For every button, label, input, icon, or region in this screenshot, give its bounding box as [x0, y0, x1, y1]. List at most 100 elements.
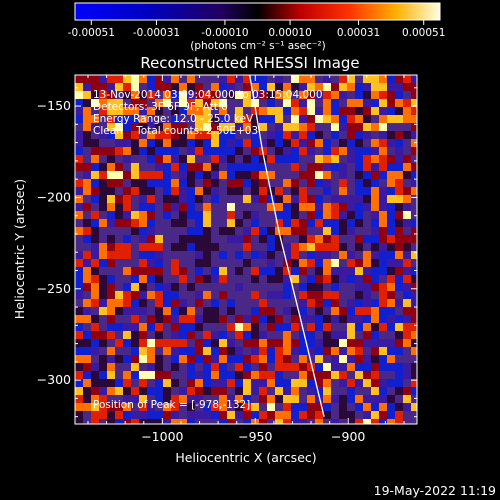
heatmap-cell	[195, 155, 203, 163]
heatmap-cell	[267, 203, 275, 211]
heatmap-cell	[219, 243, 227, 251]
heatmap-cell	[171, 283, 179, 291]
heatmap-cell	[91, 235, 99, 243]
heatmap-cell	[195, 395, 203, 403]
heatmap-cell	[339, 163, 347, 171]
heatmap-cell	[171, 99, 179, 107]
heatmap-cell	[179, 275, 187, 283]
heatmap-cell	[387, 115, 395, 123]
heatmap-cell	[211, 403, 219, 411]
heatmap-cell	[363, 387, 371, 395]
heatmap-cell	[107, 115, 115, 123]
heatmap-cell	[251, 171, 259, 179]
heatmap-cell	[139, 339, 147, 347]
heatmap-cell	[235, 291, 243, 299]
heatmap-cell	[227, 307, 235, 315]
heatmap-cell	[267, 171, 275, 179]
heatmap-cell	[147, 307, 155, 315]
heatmap-cell	[339, 291, 347, 299]
heatmap-cell	[395, 203, 403, 211]
heatmap-cell	[131, 115, 139, 123]
heatmap-cell	[339, 315, 347, 323]
heatmap-cell	[307, 187, 315, 195]
heatmap-cell	[347, 251, 355, 259]
heatmap-cell	[339, 259, 347, 267]
heatmap-cell	[323, 187, 331, 195]
heatmap-cell	[411, 275, 417, 283]
heatmap-cell	[123, 99, 131, 107]
heatmap-cell	[227, 387, 235, 395]
heatmap-cell	[211, 283, 219, 291]
heatmap-cell	[379, 163, 387, 171]
heatmap-cell	[155, 195, 163, 203]
heatmap-cell	[227, 147, 235, 155]
heatmap-cell	[259, 387, 267, 395]
heatmap-cell	[179, 139, 187, 147]
heatmap-cell	[227, 155, 235, 163]
heatmap-cell	[107, 163, 115, 171]
heatmap-cell	[147, 75, 155, 83]
heatmap-cell	[235, 155, 243, 163]
heatmap-cell	[267, 387, 275, 395]
heatmap-cell	[299, 235, 307, 243]
heatmap-cell	[291, 395, 299, 403]
heatmap-cell	[307, 323, 315, 331]
heatmap-cell	[243, 283, 251, 291]
heatmap-cell	[291, 243, 299, 251]
heatmap-cell	[139, 331, 147, 339]
heatmap-cell	[99, 363, 107, 371]
heatmap-cell	[347, 243, 355, 251]
heatmap-cell	[195, 251, 203, 259]
heatmap-cell	[195, 363, 203, 371]
heatmap-cell	[259, 371, 267, 379]
heatmap-cell	[139, 371, 147, 379]
heatmap-cell	[139, 163, 147, 171]
heatmap-cell	[259, 203, 267, 211]
heatmap-cell	[131, 275, 139, 283]
heatmap-cell	[163, 387, 171, 395]
heatmap-cell	[163, 259, 171, 267]
heatmap-cell	[75, 179, 83, 187]
heatmap-cell	[371, 219, 379, 227]
heatmap-cell	[219, 379, 227, 387]
heatmap-cell	[163, 123, 171, 131]
heatmap-cell	[195, 283, 203, 291]
heatmap-cell	[235, 251, 243, 259]
heatmap-cell	[267, 355, 275, 363]
annotation-peak: Position of Peak = [-978,-132]	[93, 399, 250, 411]
heatmap-cell	[91, 387, 99, 395]
heatmap-cell	[379, 387, 387, 395]
heatmap-cell	[291, 403, 299, 411]
heatmap-cell	[251, 115, 259, 123]
heatmap-cell	[323, 219, 331, 227]
heatmap-cell	[235, 307, 243, 315]
heatmap-cell	[219, 131, 227, 139]
heatmap-cell	[251, 235, 259, 243]
heatmap-cell	[331, 187, 339, 195]
heatmap-cell	[99, 267, 107, 275]
heatmap-cell	[91, 195, 99, 203]
heatmap-cell	[155, 107, 163, 115]
heatmap-cell	[323, 155, 331, 163]
heatmap-cell	[371, 91, 379, 99]
heatmap-cell	[275, 131, 283, 139]
heatmap-cell	[243, 379, 251, 387]
heatmap-cell	[387, 331, 395, 339]
heatmap-cell	[83, 315, 91, 323]
heatmap-cell	[323, 355, 331, 363]
heatmap-cell	[99, 235, 107, 243]
heatmap-cell	[411, 83, 417, 91]
heatmap-cell	[387, 299, 395, 307]
heatmap-cell	[107, 107, 115, 115]
heatmap-cell	[339, 395, 347, 403]
heatmap-cell	[219, 91, 227, 99]
heatmap-cell	[387, 403, 395, 411]
heatmap-cell	[371, 163, 379, 171]
heatmap-cell	[323, 307, 331, 315]
heatmap-cell	[115, 323, 123, 331]
heatmap-cell	[171, 395, 179, 403]
heatmap-cell	[307, 395, 315, 403]
heatmap-cell	[347, 107, 355, 115]
heatmap-cell	[211, 107, 219, 115]
heatmap-cell	[163, 243, 171, 251]
